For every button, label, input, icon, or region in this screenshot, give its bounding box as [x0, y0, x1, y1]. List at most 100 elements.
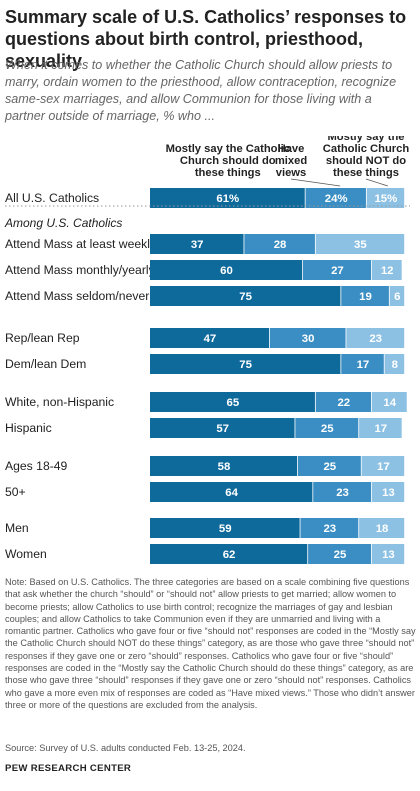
value-label: 47 — [204, 333, 217, 345]
leader-line — [290, 178, 341, 187]
value-label: 14 — [383, 397, 396, 409]
value-label: 8 — [392, 359, 398, 371]
bar-segment — [150, 260, 303, 280]
value-label: 30 — [302, 333, 315, 345]
series-header: Have mixed views — [275, 143, 307, 179]
bar-segment — [150, 392, 315, 412]
brand-label: PEW RESEARCH CENTER — [5, 763, 132, 774]
bar-segment — [371, 544, 405, 564]
value-label: 75 — [239, 359, 252, 371]
bar-segment — [384, 354, 405, 374]
chart-note: Note: Based on U.S. Catholics. The three… — [5, 577, 416, 710]
value-label: 61% — [216, 193, 239, 205]
value-label: 59 — [219, 523, 232, 535]
category-label: White, non-Hispanic — [5, 395, 114, 409]
bar-segment — [150, 456, 298, 476]
value-label: 22 — [337, 397, 350, 409]
bar-segment — [300, 518, 359, 538]
bar-segment — [150, 418, 295, 438]
category-label: Women — [5, 547, 47, 561]
value-label: 6 — [394, 291, 400, 303]
bar-segment — [150, 482, 313, 502]
bar-segment — [308, 544, 372, 564]
value-label: 25 — [321, 423, 334, 435]
category-label: Attend Mass at least weekly — [5, 237, 157, 251]
bar-segment — [150, 328, 270, 348]
category-label: Dem/lean Dem — [5, 357, 86, 371]
value-label: 58 — [218, 461, 231, 473]
bar-segment — [313, 482, 372, 502]
value-label: 24% — [325, 193, 348, 205]
bar-segment — [244, 234, 315, 254]
value-label: 65 — [227, 397, 240, 409]
category-label: 50+ — [5, 485, 26, 499]
category-labels: All U.S. Catholics Attend Mass at least w… — [4, 191, 157, 561]
bar-segment — [341, 286, 389, 306]
bar-segment — [371, 392, 407, 412]
value-label: 35 — [354, 239, 367, 251]
value-label: 13 — [382, 549, 395, 561]
bar-segment — [359, 518, 405, 538]
value-label: 27 — [331, 265, 344, 277]
value-label: 17 — [374, 423, 387, 435]
category-label: Attend Mass seldom/never — [5, 289, 149, 303]
value-label: 37 — [191, 239, 204, 251]
bar-segment — [150, 354, 341, 374]
value-labels: 61% 24% 15% 37 28 35 60 27 12 75 19 6 47 30 23 75 17 8 65 2… — [191, 193, 401, 561]
value-label: 23 — [336, 487, 349, 499]
bar-segment — [366, 188, 405, 208]
bar-segment — [295, 418, 359, 438]
value-label: 23 — [323, 523, 336, 535]
series-headers: Mostly say the Catholic Church should do t… — [166, 136, 410, 179]
value-label: 62 — [223, 549, 236, 561]
value-label: 75 — [239, 291, 252, 303]
value-label: 13 — [382, 487, 395, 499]
value-label: 25 — [334, 549, 347, 561]
value-label: 23 — [369, 333, 382, 345]
chart-title: Summary scale of U.S. Catholics’ respons… — [5, 7, 407, 71]
category-label: Ages 18-49 — [5, 459, 68, 473]
bar-segment — [150, 518, 300, 538]
leader-line — [365, 178, 388, 187]
bar-segment — [303, 260, 372, 280]
value-label: 57 — [216, 423, 229, 435]
bar-segment — [150, 544, 308, 564]
bar-segment — [315, 392, 372, 412]
chart-source: Source: Survey of U.S. adults conducted … — [5, 743, 246, 753]
bar-segment — [150, 286, 341, 306]
value-label: 25 — [323, 461, 336, 473]
category-label: Attend Mass monthly/yearly — [5, 263, 156, 277]
bar-segment — [315, 234, 405, 254]
chart-subtitle: When it comes to whether the Catholic Ch… — [5, 58, 397, 123]
bar-segment — [150, 188, 305, 208]
value-label: 64 — [225, 487, 238, 499]
bar-segment — [346, 328, 405, 348]
value-label: 17 — [377, 461, 390, 473]
category-label: Rep/lean Rep — [5, 331, 80, 345]
value-label: 28 — [274, 239, 287, 251]
bar-segment — [359, 418, 402, 438]
series-header: Mostly say the Catholic Church should NOT … — [323, 136, 410, 179]
bar-segment — [389, 286, 405, 306]
bar-segment — [361, 456, 405, 476]
value-label: 15% — [374, 193, 397, 205]
bar-segment — [341, 354, 384, 374]
bar-segment — [297, 456, 361, 476]
bar-segment — [150, 234, 244, 254]
bar-segment — [371, 482, 405, 502]
value-label: 12 — [381, 265, 394, 277]
group-label: Among U.S. Catholics — [4, 216, 122, 230]
category-label: Men — [5, 521, 29, 535]
series-header: Mostly say the Catholic Church should do t… — [166, 143, 290, 179]
bar-segment — [269, 328, 346, 348]
bar-segment — [371, 260, 402, 280]
value-label: 17 — [357, 359, 370, 371]
bar-segment — [305, 188, 366, 208]
bars — [150, 188, 407, 564]
value-label: 60 — [220, 265, 233, 277]
category-label: Hispanic — [5, 421, 52, 435]
category-label: All U.S. Catholics — [5, 191, 99, 205]
value-label: 18 — [376, 523, 389, 535]
value-label: 19 — [359, 291, 372, 303]
stacked-bar-chart: Mostly say the Catholic Church should do t… — [4, 136, 410, 564]
